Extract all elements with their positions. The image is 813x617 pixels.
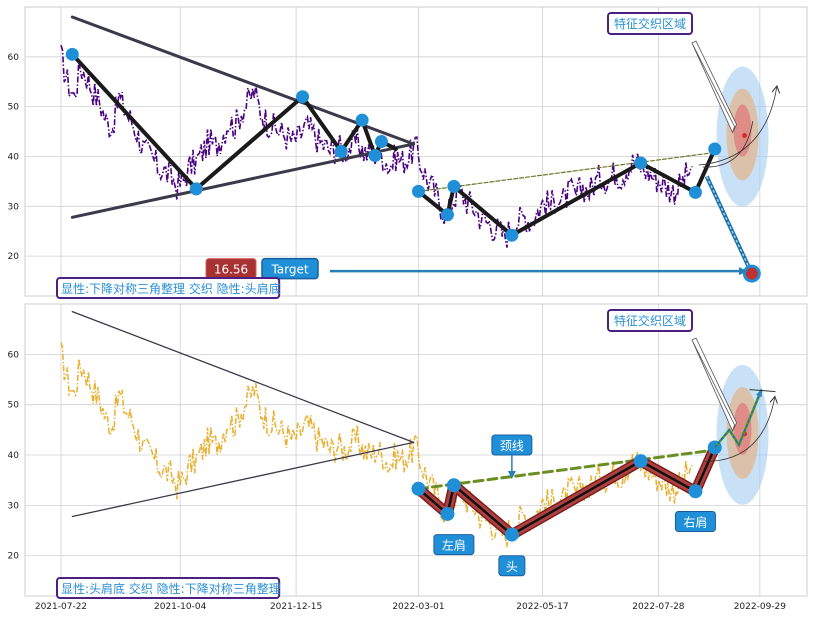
pivot-marker bbox=[440, 208, 454, 222]
neckline-line bbox=[417, 151, 716, 192]
annotation-label: 头 bbox=[498, 555, 526, 577]
neckline-line bbox=[417, 448, 717, 491]
zone-center bbox=[742, 133, 748, 139]
zone-label: 特征交织区域 bbox=[607, 309, 737, 433]
annotation-text: 头 bbox=[506, 560, 518, 574]
target-projection-inner bbox=[706, 176, 753, 274]
pivot-marker bbox=[411, 184, 425, 198]
zone-label-box bbox=[607, 309, 693, 332]
annotation-label: 左肩 bbox=[433, 534, 475, 556]
pattern-label-text: 显性:头肩底 交织 隐性:下降对称三角整理 bbox=[61, 581, 281, 596]
y-tick-label: 40 bbox=[8, 152, 20, 162]
x-tick-label: 2022-05-17 bbox=[516, 602, 568, 612]
pattern-label-box bbox=[56, 277, 281, 299]
pivot-marker bbox=[65, 47, 79, 61]
y-tick-label: 60 bbox=[8, 350, 20, 360]
projection-curve-inner bbox=[702, 120, 754, 168]
target-label-badge: Target bbox=[261, 257, 319, 280]
pivot-marker bbox=[634, 156, 648, 170]
y-tick-label: 50 bbox=[8, 401, 20, 411]
hs-pivot-marker bbox=[411, 481, 426, 496]
hs-pivot-marker bbox=[688, 484, 703, 499]
projection-tip bbox=[749, 389, 776, 393]
projection-curve-up bbox=[698, 87, 777, 166]
pattern-label: 显性:下降对称三角整理 交织 隐性:头肩底 bbox=[56, 277, 281, 299]
pivot-marker bbox=[374, 135, 388, 149]
zone-inner bbox=[733, 104, 752, 157]
pivot-marker bbox=[334, 145, 348, 158]
pivot-marker bbox=[189, 182, 203, 196]
annotation-text: 颈线 bbox=[500, 439, 524, 453]
annotation-text: 左肩 bbox=[442, 538, 466, 553]
pivot-marker bbox=[505, 228, 519, 242]
x-axis: 2021-07-22 2021-10-04 2021-12-15 2022-03-01… bbox=[35, 602, 786, 612]
pattern-label-text: 显性:下降对称三角整理 交织 隐性:头肩底 bbox=[61, 281, 281, 296]
annotation-box bbox=[498, 555, 526, 577]
pivot-marker bbox=[368, 148, 382, 162]
y-tick-label: 20 bbox=[8, 552, 20, 562]
hs-pivot-marker bbox=[504, 527, 519, 542]
y-tick-label: 20 bbox=[8, 252, 20, 262]
zone-label-arrow bbox=[691, 40, 737, 134]
target-label-text: Target bbox=[270, 263, 308, 277]
zone-label-arrow bbox=[691, 337, 737, 433]
annotation-box bbox=[433, 534, 475, 556]
pattern-label-box bbox=[56, 577, 281, 599]
annotation-label: 颈线 bbox=[491, 434, 533, 479]
annotation-label: 右肩 bbox=[674, 510, 716, 532]
pivot-marker bbox=[296, 90, 310, 104]
x-tick-label: 2022-07-28 bbox=[632, 602, 685, 612]
price-series bbox=[60, 342, 693, 548]
target-value-text: 16.56 bbox=[214, 263, 248, 277]
pivot-marker bbox=[447, 179, 461, 193]
x-tick-label: 2021-10-04 bbox=[154, 602, 207, 612]
hs-projection bbox=[714, 388, 763, 448]
gridlines bbox=[25, 7, 807, 296]
intersection-zone bbox=[716, 66, 769, 207]
zone-label-text: 特征交织区域 bbox=[614, 313, 686, 328]
target-label-box bbox=[261, 257, 319, 280]
hs-pivot-marker bbox=[633, 454, 648, 469]
zone-label: 特征交织区域 bbox=[607, 12, 737, 134]
target-value-badge: 16.56 bbox=[205, 258, 257, 280]
pivot-marker bbox=[708, 142, 722, 156]
x-tick-label: 2022-03-01 bbox=[392, 602, 444, 612]
y-tick-label: 50 bbox=[8, 103, 20, 113]
y-tick-label: 40 bbox=[8, 451, 20, 461]
hs-pivot-marker bbox=[440, 506, 455, 521]
x-tick-label: 2021-07-22 bbox=[35, 602, 87, 612]
y-tick-label: 30 bbox=[8, 202, 20, 212]
zone-label-text: 特征交织区域 bbox=[614, 16, 686, 31]
lower-trendline-line bbox=[70, 142, 416, 219]
upper-trendline-line bbox=[71, 310, 415, 444]
lower-trendline-line bbox=[71, 441, 415, 518]
projection-curve-up bbox=[704, 397, 775, 462]
neckline-pointer-head bbox=[507, 470, 516, 479]
y-tick-label: 60 bbox=[8, 53, 20, 63]
pattern-label: 显性:头肩底 交织 隐性:下降对称三角整理 bbox=[56, 577, 281, 599]
zone-label-box bbox=[607, 12, 693, 35]
annotation-box bbox=[674, 510, 716, 532]
x-tick-label: 2021-12-15 bbox=[270, 602, 322, 612]
pivot-marker bbox=[688, 185, 702, 199]
target-point-inner bbox=[745, 267, 758, 280]
y-tick-label: 30 bbox=[8, 501, 20, 511]
plot-frame bbox=[24, 303, 808, 597]
x-tick-label: 2022-09-29 bbox=[734, 602, 787, 612]
annotation-text: 右肩 bbox=[683, 514, 707, 529]
hs-pivot-marker bbox=[446, 478, 461, 493]
pivot-marker bbox=[355, 113, 369, 127]
